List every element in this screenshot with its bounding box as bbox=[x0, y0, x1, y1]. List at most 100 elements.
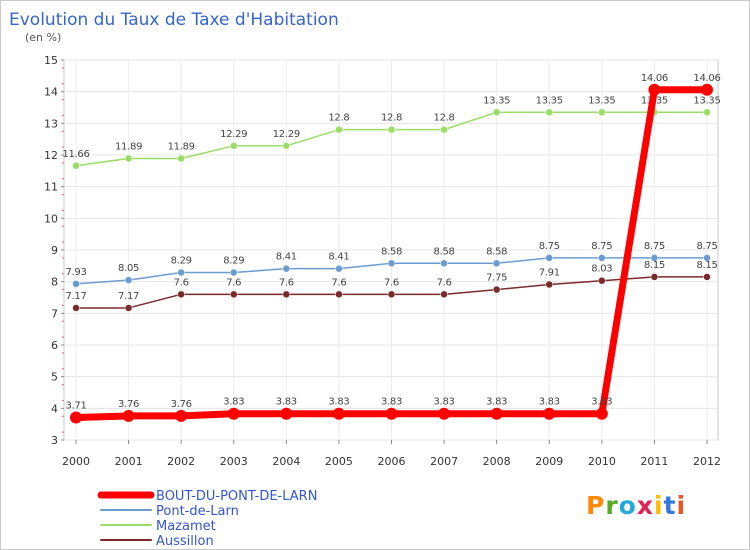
x-tick-label: 2001 bbox=[115, 455, 143, 468]
data-point bbox=[280, 407, 293, 420]
data-label: 3.71 bbox=[65, 401, 86, 412]
data-label: 11.66 bbox=[62, 149, 89, 160]
data-point bbox=[703, 108, 711, 116]
data-point bbox=[492, 259, 501, 268]
data-point bbox=[282, 290, 291, 299]
y-tick-label: 13 bbox=[44, 117, 58, 130]
data-point bbox=[385, 407, 398, 420]
data-label: 8.29 bbox=[171, 255, 192, 266]
data-point bbox=[598, 276, 606, 285]
data-label: 8.29 bbox=[223, 255, 244, 266]
data-point bbox=[72, 280, 80, 288]
data-point bbox=[230, 290, 238, 299]
y-tick-label: 9 bbox=[51, 244, 58, 257]
data-point bbox=[177, 154, 185, 163]
data-label: 8.75 bbox=[644, 241, 665, 252]
data-label: 11.89 bbox=[168, 141, 195, 152]
data-point bbox=[335, 264, 343, 273]
data-point bbox=[124, 154, 133, 163]
logo-letter: i bbox=[677, 491, 687, 520]
data-label: 8.15 bbox=[696, 260, 717, 271]
data-label: 8.15 bbox=[644, 260, 665, 271]
data-label: 7.6 bbox=[384, 277, 399, 288]
x-tick-label: 2004 bbox=[272, 455, 300, 468]
x-tick-label: 2000 bbox=[62, 455, 90, 468]
y-tick-label: 8 bbox=[51, 276, 58, 289]
data-label: 3.83 bbox=[486, 397, 507, 408]
data-point bbox=[703, 273, 711, 281]
series-bout-du-pont-de-larn: 3.71 3.76 3.76 3.83 3.83 3.83 3.83 3.83 3.83 3.83… bbox=[65, 73, 721, 424]
x-tick-label: 2002 bbox=[167, 455, 195, 468]
data-label: 3.83 bbox=[223, 397, 244, 408]
data-point bbox=[490, 407, 503, 420]
data-point bbox=[335, 125, 343, 134]
data-point bbox=[545, 254, 553, 262]
data-point bbox=[335, 290, 343, 299]
grid bbox=[63, 59, 719, 441]
data-point bbox=[230, 268, 238, 277]
data-label: 3.83 bbox=[328, 397, 349, 408]
data-point bbox=[227, 407, 240, 420]
data-label: 7.17 bbox=[65, 291, 86, 302]
x-tick-label: 2010 bbox=[588, 455, 616, 468]
x-tick-label: 2006 bbox=[378, 455, 406, 468]
legend-label: BOUT-DU-PONT-DE-LARN bbox=[156, 489, 317, 504]
data-label: 7.93 bbox=[65, 267, 86, 278]
y-tick-label: 11 bbox=[44, 181, 58, 194]
data-label: 8.41 bbox=[328, 252, 349, 263]
data-label: 13.35 bbox=[536, 95, 563, 106]
data-label: 13.35 bbox=[588, 95, 615, 106]
data-point bbox=[438, 407, 451, 420]
data-point bbox=[124, 276, 133, 284]
data-label: 12.8 bbox=[381, 113, 402, 124]
x-tick-label: 2012 bbox=[693, 455, 721, 468]
data-point bbox=[492, 108, 501, 116]
data-label: 7.6 bbox=[226, 277, 241, 288]
data-point bbox=[545, 280, 553, 289]
logo-letter: x bbox=[637, 491, 654, 520]
x-tick-label: 2009 bbox=[535, 455, 563, 468]
data-label: 8.75 bbox=[696, 241, 717, 252]
data-label: 3.76 bbox=[118, 399, 139, 410]
data-point bbox=[72, 304, 80, 312]
data-point bbox=[648, 83, 661, 96]
data-point bbox=[440, 259, 448, 268]
data-point bbox=[440, 125, 448, 134]
proxiti-logo: Proxiti bbox=[586, 491, 687, 520]
logo-letter: o bbox=[619, 491, 637, 520]
data-label: 12.8 bbox=[434, 113, 455, 124]
data-label: 7.6 bbox=[279, 277, 294, 288]
data-label: 7.17 bbox=[118, 291, 139, 302]
legend-label: Aussillon bbox=[156, 534, 214, 549]
data-point bbox=[543, 407, 556, 420]
data-label: 3.83 bbox=[539, 397, 560, 408]
data-label: 14.06 bbox=[693, 73, 720, 84]
legend-label: Pont-de-Larn bbox=[156, 504, 239, 519]
data-label: 3.76 bbox=[171, 399, 192, 410]
data-label: 11.89 bbox=[115, 141, 142, 152]
data-point bbox=[387, 259, 396, 268]
data-label: 14.06 bbox=[641, 73, 668, 84]
data-label: 12.29 bbox=[220, 129, 247, 140]
data-point bbox=[387, 290, 396, 299]
legend: BOUT-DU-PONT-DE-LARNPont-de-LarnMazametA… bbox=[97, 489, 317, 549]
data-label: 3.83 bbox=[381, 397, 402, 408]
legend-label: Mazamet bbox=[156, 519, 216, 534]
y-axis-label: (en %) bbox=[25, 31, 61, 44]
data-label: 3.83 bbox=[276, 397, 297, 408]
data-label: 8.75 bbox=[591, 241, 612, 252]
data-label: 12.8 bbox=[328, 113, 349, 124]
chart-title: Evolution du Taux de Taxe d'Habitation bbox=[9, 10, 339, 30]
data-point bbox=[701, 83, 713, 96]
data-point bbox=[650, 273, 659, 281]
y-tick-label: 14 bbox=[44, 86, 58, 99]
data-label: 3.83 bbox=[434, 397, 455, 408]
data-label: 7.75 bbox=[486, 273, 507, 284]
data-point bbox=[177, 268, 185, 277]
data-point bbox=[124, 304, 133, 312]
data-point bbox=[177, 290, 185, 299]
data-point bbox=[70, 411, 82, 424]
data-point bbox=[387, 125, 396, 134]
